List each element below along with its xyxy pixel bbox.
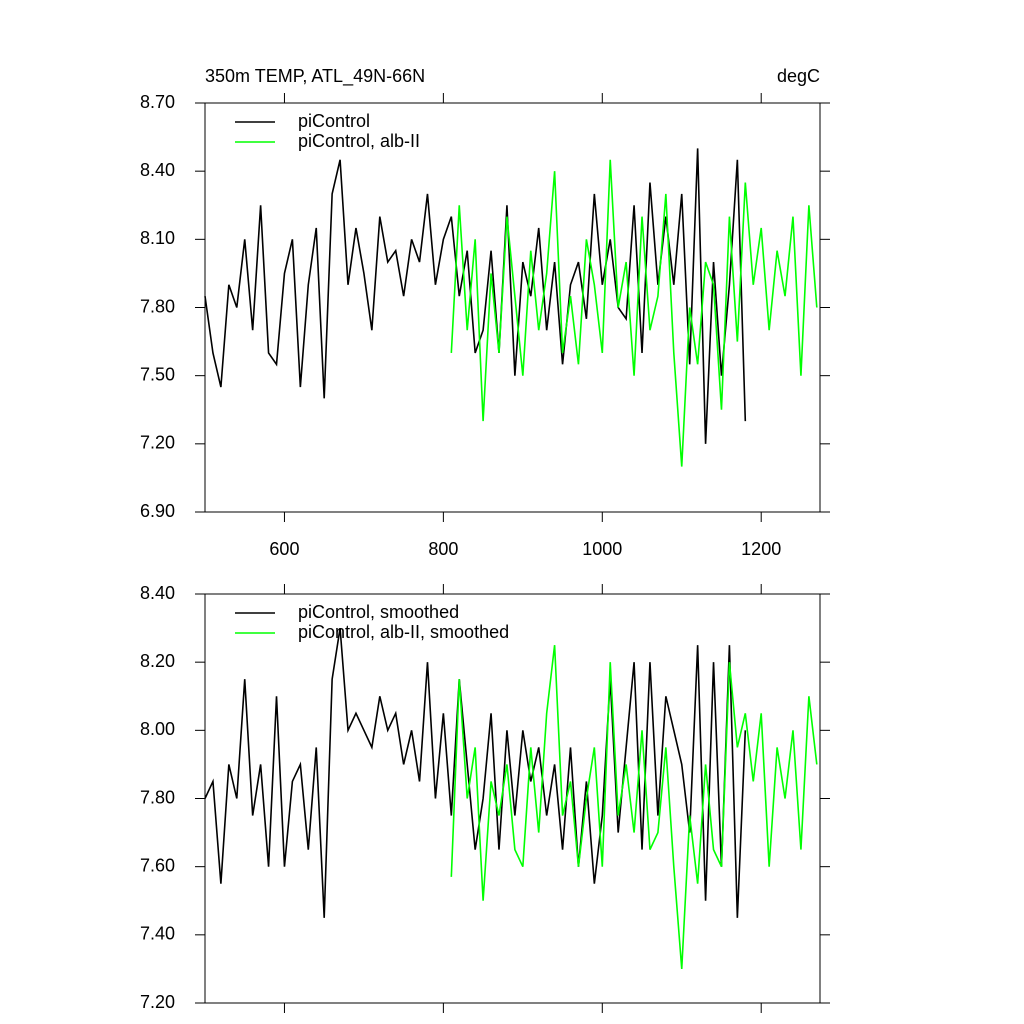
- y-tick-label: 8.40: [140, 160, 175, 180]
- legend-label: piControl, alb-II: [298, 131, 420, 151]
- y-tick-label: 8.70: [140, 92, 175, 112]
- series-line: [450, 159, 818, 467]
- legend-label: piControl: [298, 111, 370, 131]
- y-tick-label: 7.20: [140, 433, 175, 453]
- y-tick-label: 8.40: [140, 583, 175, 603]
- y-tick-label: 7.20: [140, 992, 175, 1012]
- series-line: [204, 627, 747, 918]
- y-tick-label: 8.20: [140, 651, 175, 671]
- x-tick-label: 800: [428, 539, 458, 559]
- y-tick-label: 7.80: [140, 296, 175, 316]
- x-tick-label: 600: [269, 539, 299, 559]
- legend-label: piControl, alb-II, smoothed: [298, 622, 509, 642]
- series-line: [450, 645, 818, 969]
- x-tick-label: 1000: [582, 539, 622, 559]
- units-label: degC: [777, 66, 820, 86]
- y-tick-label: 8.10: [140, 228, 175, 248]
- chart-title: 350m TEMP, ATL_49N-66N: [205, 66, 425, 87]
- y-tick-label: 7.40: [140, 924, 175, 944]
- legend-label: piControl, smoothed: [298, 602, 459, 622]
- y-tick-label: 7.50: [140, 364, 175, 384]
- series-line: [204, 148, 747, 444]
- y-tick-label: 8.00: [140, 719, 175, 739]
- y-tick-label: 7.60: [140, 855, 175, 875]
- y-tick-label: 7.80: [140, 787, 175, 807]
- x-tick-label: 1200: [741, 539, 781, 559]
- y-tick-label: 6.90: [140, 501, 175, 521]
